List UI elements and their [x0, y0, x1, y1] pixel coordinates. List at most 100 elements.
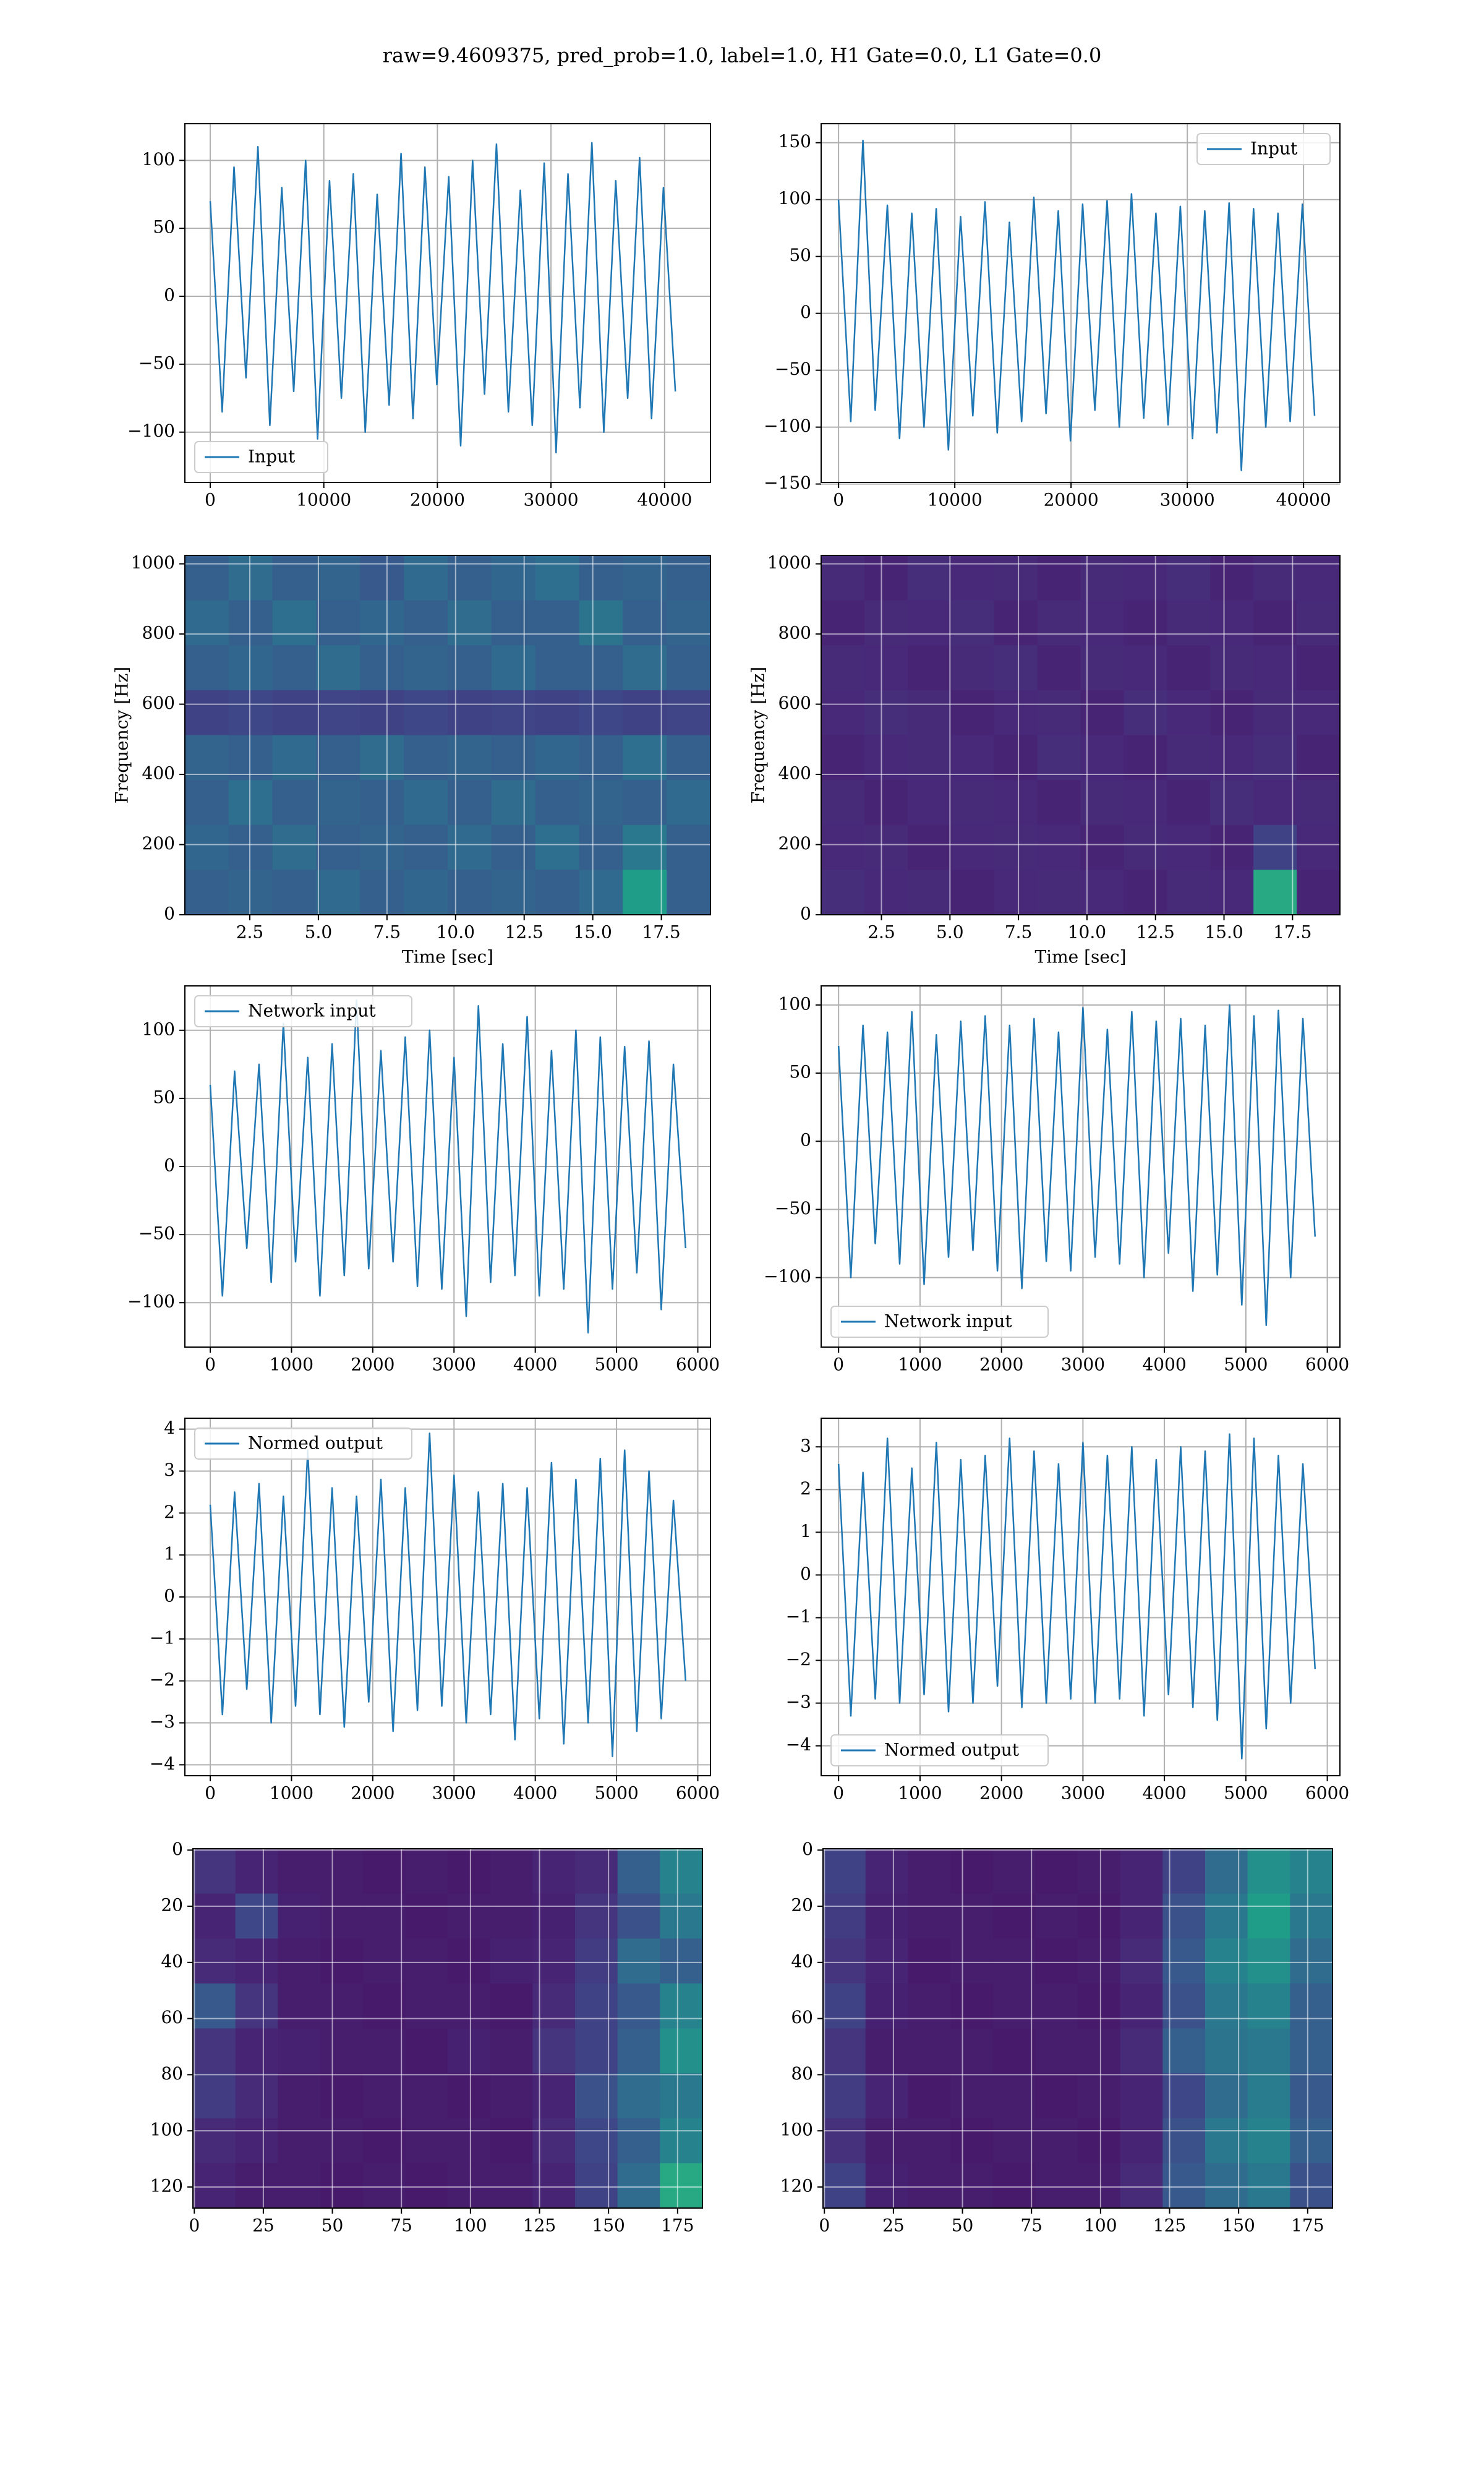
y-tick-label: 400 — [778, 763, 811, 784]
heatmap-cell — [950, 1849, 994, 1894]
heatmap-cell — [193, 1893, 236, 1939]
x-tick-label: 150 — [1222, 2215, 1255, 2236]
legend: Normed output — [194, 1427, 412, 1460]
subplot: 2.5 5.0 7.5 10.0 12.5 15.0 17.5 0 200 400 600 800 10… — [112, 552, 711, 967]
heatmap-cell — [228, 780, 273, 826]
legend-box — [830, 1306, 1049, 1338]
heatmap-cell — [193, 2073, 236, 2119]
heatmap-cell — [1167, 600, 1211, 646]
y-tick-label: 100 — [778, 993, 811, 1014]
heatmap-cell — [1120, 1938, 1163, 1984]
heatmap-cell — [491, 690, 536, 735]
axes-frame — [821, 985, 1341, 1348]
heatmap-cell — [535, 824, 579, 870]
y-tick-label: 50 — [153, 217, 175, 238]
y-tick-label: −2 — [786, 1649, 811, 1669]
heatmap-cell — [950, 2118, 994, 2164]
heatmap-cell — [1210, 735, 1254, 781]
heatmap-cell — [1078, 2073, 1121, 2119]
heatmap-cell — [864, 870, 908, 915]
heatmap-cell — [623, 645, 667, 691]
heatmap-cell — [272, 690, 317, 735]
heatmap-cell — [579, 780, 623, 826]
heatmap-cell — [1167, 870, 1211, 915]
legend-box — [1196, 133, 1331, 165]
heatmap-cell — [278, 1983, 321, 2029]
heatmap-cell — [278, 2028, 321, 2074]
heatmap-cell — [667, 555, 710, 601]
heatmap-cell — [1124, 600, 1167, 646]
heatmap-cell — [278, 2163, 321, 2208]
heatmap-cell — [1035, 2073, 1078, 2119]
heatmap-cell — [491, 645, 536, 691]
heatmap-cell — [193, 2028, 236, 2074]
heatmap-cell — [405, 1849, 448, 1894]
heatmap-cell — [623, 600, 667, 646]
heatmap-cell — [950, 2163, 994, 2208]
heatmap-cell — [272, 735, 317, 781]
heatmap-cell — [1035, 1849, 1078, 1894]
x-tick-label: 175 — [1291, 2215, 1324, 2236]
heatmap-cell — [1124, 870, 1167, 915]
heatmap-cell — [1297, 780, 1340, 826]
y-tick-label: 150 — [778, 131, 811, 152]
heatmap-cell — [362, 2028, 406, 2074]
heatmap-cell — [1297, 645, 1340, 691]
heatmap-cell — [448, 780, 492, 826]
heatmap-cell — [908, 2028, 951, 2074]
heatmap-cell — [908, 2118, 951, 2164]
heatmap-cell — [1080, 555, 1124, 601]
heatmap-cell — [907, 735, 952, 781]
y-tick-label: 0 — [164, 285, 175, 306]
heatmap-cell — [1035, 2163, 1078, 2208]
heatmap-cell — [865, 2118, 908, 2164]
y-tick-label: 1000 — [767, 552, 811, 573]
heatmap-cell — [1297, 870, 1340, 915]
heatmap-cell — [950, 735, 995, 781]
heatmap-cell — [193, 1849, 236, 1894]
heatmap-cell — [950, 2073, 994, 2119]
heatmap-cell — [994, 645, 1038, 691]
heatmap-cell — [404, 870, 448, 915]
legend: Input — [194, 441, 328, 473]
heatmap-cell — [865, 2028, 908, 2074]
legend: Input — [1196, 133, 1331, 165]
heatmap-cell — [491, 780, 536, 826]
axes-frame — [184, 555, 711, 915]
x-tick-label: 25 — [252, 2215, 275, 2236]
heatmap-cell — [320, 2163, 364, 2208]
legend-box — [194, 995, 412, 1027]
x-tick-label: 0 — [205, 1355, 216, 1375]
x-tick-label: 0 — [205, 490, 216, 510]
y-tick-label: 50 — [789, 245, 811, 265]
heatmap — [823, 1849, 1333, 2208]
heatmap-cell — [660, 1849, 702, 1894]
heatmap-cell — [667, 645, 710, 691]
line — [209, 142, 676, 453]
heatmap-cell — [1124, 555, 1167, 601]
y-tick-label: 100 — [142, 1019, 175, 1039]
x-tick-label: 6000 — [1305, 1355, 1349, 1375]
y-tick-label: 50 — [789, 1062, 811, 1082]
y-tick-label: 80 — [161, 2063, 183, 2084]
y-tick-label: 4 — [164, 1418, 175, 1438]
x-tick-label: 5000 — [1224, 1783, 1268, 1804]
heatmap-cell — [320, 1849, 364, 1894]
heatmap-cell — [1037, 645, 1081, 691]
legend-label: Normed output — [884, 1740, 1020, 1760]
heatmap-cell — [185, 780, 229, 826]
x-axis-label: Time [sec] — [402, 947, 493, 967]
legend-label: Network input — [884, 1311, 1012, 1332]
heatmap-cell — [490, 1849, 533, 1894]
y-tick-label: −4 — [786, 1734, 811, 1755]
heatmap-cell — [316, 735, 360, 781]
heatmap-cell — [1210, 824, 1254, 870]
heatmap-cell — [994, 555, 1038, 601]
heatmap-cell — [405, 1983, 448, 2029]
heatmap-cell — [1205, 2073, 1248, 2119]
legend-box — [830, 1734, 1049, 1766]
heatmap-cell — [992, 1849, 1036, 1894]
heatmap-cell — [865, 1849, 908, 1894]
heatmap-cell — [1247, 1849, 1290, 1894]
